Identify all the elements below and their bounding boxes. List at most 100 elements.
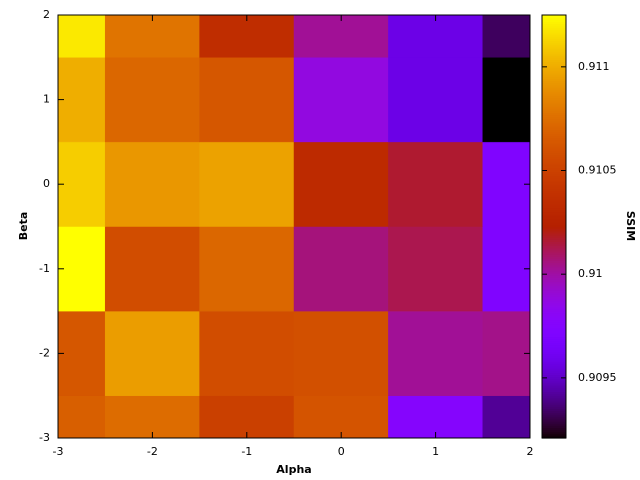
y-tick-label: 2 bbox=[43, 8, 50, 21]
colorbar-swatch bbox=[542, 251, 566, 255]
colorbar-swatch bbox=[542, 344, 566, 348]
colorbar-swatch bbox=[542, 281, 566, 285]
colorbar-swatch bbox=[542, 357, 566, 361]
colorbar-swatch bbox=[542, 46, 566, 50]
colorbar-swatch bbox=[542, 101, 566, 105]
colorbar-swatch bbox=[542, 167, 566, 170]
colorbar-swatch bbox=[542, 215, 566, 219]
colorbar-swatch bbox=[542, 317, 566, 321]
colorbar-swatch bbox=[542, 40, 566, 44]
y-tick-label: 1 bbox=[43, 93, 50, 106]
colorbar-swatch bbox=[542, 31, 566, 35]
colorbar-swatch bbox=[542, 363, 566, 367]
colorbar-swatch bbox=[542, 268, 566, 272]
colorbar-swatch bbox=[542, 416, 566, 420]
colorbar-swatch bbox=[542, 262, 566, 266]
x-tick-label: 1 bbox=[432, 445, 439, 458]
colorbar-swatch bbox=[542, 270, 566, 274]
colorbar-swatch bbox=[542, 222, 566, 225]
y-tick-label: -2 bbox=[39, 346, 50, 359]
y-tick-label: 0 bbox=[43, 177, 50, 190]
colorbar-swatch bbox=[542, 36, 566, 39]
colorbar-swatch bbox=[542, 205, 566, 209]
colorbar-swatch bbox=[542, 53, 566, 56]
colorbar-swatch bbox=[542, 228, 566, 232]
colorbar-swatch bbox=[542, 99, 566, 103]
heatmap-cell bbox=[199, 395, 295, 439]
colorbar-swatch bbox=[542, 374, 566, 378]
colorbar-swatch bbox=[542, 80, 566, 84]
heatmap-cell bbox=[57, 226, 106, 312]
colorbar-swatch bbox=[542, 148, 566, 151]
colorbar-swatch bbox=[542, 220, 566, 223]
colorbar-swatch bbox=[542, 412, 566, 416]
colorbar-swatch bbox=[542, 120, 566, 124]
heatmap-cell bbox=[104, 14, 200, 58]
colorbar-swatch bbox=[542, 78, 566, 82]
colorbar-swatch bbox=[542, 423, 566, 426]
colorbar-swatch bbox=[542, 112, 566, 116]
heatmap-cell bbox=[388, 226, 484, 312]
heatmap-cell bbox=[482, 141, 531, 227]
colorbar-swatch bbox=[542, 279, 566, 283]
colorbar-swatch bbox=[542, 152, 566, 156]
colorbar-swatch bbox=[542, 393, 566, 397]
heatmap-cell bbox=[104, 310, 200, 396]
colorbar-swatch bbox=[542, 370, 566, 374]
colorbar-swatch bbox=[542, 163, 566, 166]
colorbar-swatch bbox=[542, 296, 566, 300]
heatmap-cell bbox=[388, 395, 484, 439]
plot-frame bbox=[57, 14, 531, 439]
colorbar-swatch bbox=[542, 347, 566, 350]
colorbar-swatch bbox=[542, 175, 566, 179]
colorbar-swatch bbox=[542, 308, 566, 312]
colorbar-swatch bbox=[542, 169, 566, 173]
heatmap-cell bbox=[104, 57, 200, 143]
x-tick-label: 0 bbox=[338, 445, 345, 458]
colorbar-swatch bbox=[542, 127, 566, 130]
colorbar-swatch bbox=[542, 372, 566, 376]
colorbar-swatch bbox=[542, 156, 566, 160]
colorbar-swatch bbox=[542, 359, 566, 363]
colorbar-swatch bbox=[542, 186, 566, 190]
colorbar-swatch bbox=[542, 328, 566, 331]
colorbar-swatch bbox=[542, 287, 566, 291]
colorbar-swatch bbox=[542, 264, 566, 268]
colorbar-swatch bbox=[542, 273, 566, 276]
colorbar-swatch bbox=[542, 342, 566, 346]
colorbar-swatch bbox=[542, 69, 566, 73]
colorbar-swatch bbox=[542, 431, 566, 435]
colorbar-swatch bbox=[542, 292, 566, 295]
heatmap-cell bbox=[482, 57, 531, 143]
heatmap-cell bbox=[199, 226, 295, 312]
colorbar-swatch bbox=[542, 253, 566, 257]
colorbar-swatch bbox=[542, 349, 566, 352]
colorbar-swatch bbox=[542, 353, 566, 357]
colorbar-swatch bbox=[542, 55, 566, 58]
heatmap-cell bbox=[293, 226, 389, 312]
colorbar-swatch bbox=[542, 226, 566, 230]
colorbar-swatch bbox=[542, 300, 566, 304]
colorbar-swatch bbox=[542, 63, 566, 67]
colorbar-swatch bbox=[542, 355, 566, 359]
colorbar-swatch bbox=[542, 378, 566, 382]
colorbar-swatch bbox=[542, 245, 566, 249]
colorbar-tick-label: 0.91 bbox=[578, 267, 603, 280]
colorbar-swatch bbox=[542, 154, 566, 158]
colorbar-swatch bbox=[542, 256, 566, 259]
colorbar-swatch bbox=[542, 192, 566, 196]
colorbar-swatch bbox=[542, 368, 566, 371]
colorbar-swatch bbox=[542, 366, 566, 369]
colorbar-swatch bbox=[542, 108, 566, 111]
colorbar-swatch bbox=[542, 133, 566, 137]
y-axis-label: Beta bbox=[17, 212, 30, 241]
heatmap-cell bbox=[104, 141, 200, 227]
colorbar-swatch bbox=[542, 241, 566, 245]
colorbar-swatch bbox=[542, 105, 566, 109]
colorbar-swatch bbox=[542, 165, 566, 168]
colorbar-swatch bbox=[542, 330, 566, 333]
colorbar-swatch bbox=[542, 237, 566, 240]
colorbar-swatch bbox=[542, 243, 566, 247]
colorbar-swatch bbox=[542, 173, 566, 177]
